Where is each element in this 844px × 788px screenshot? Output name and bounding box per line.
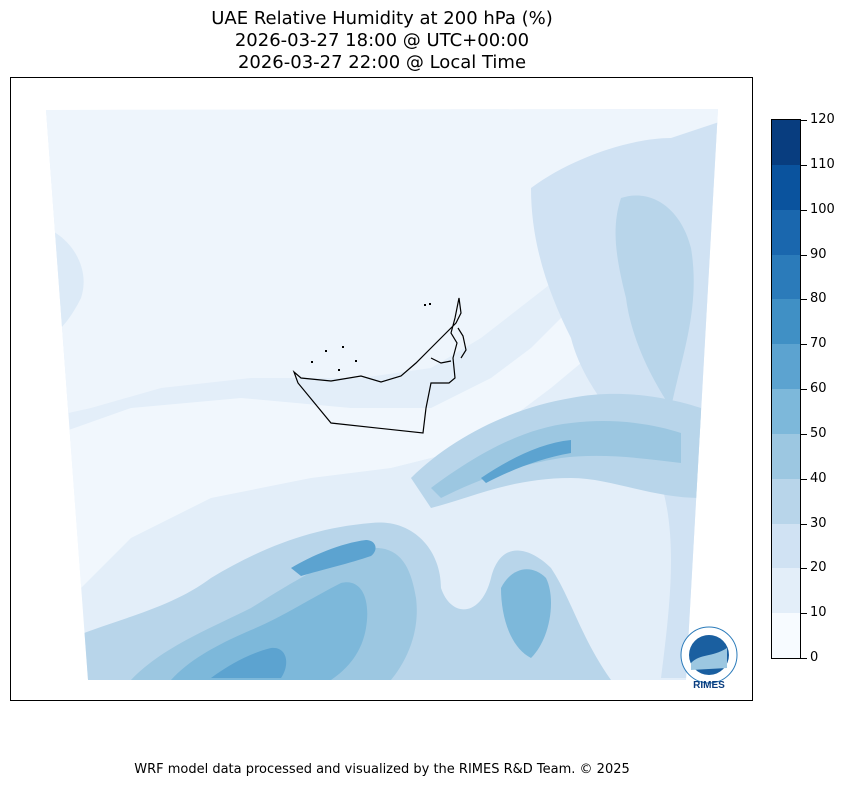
colorbar-tick-label: 70: [810, 336, 827, 352]
colorbar-segment: [772, 433, 800, 479]
colorbar-segment: [772, 164, 800, 210]
colorbar-segment: [772, 343, 800, 389]
colorbar-tick: [801, 433, 807, 435]
chart-subtitle-local: 2026-03-27 22:00 @ Local Time: [237, 52, 527, 73]
colorbar-tick-label: 100: [810, 201, 835, 217]
colorbar-tick-label: 30: [810, 515, 827, 531]
colorbar-tick-label: 20: [810, 560, 827, 576]
colorbar-segment: [772, 388, 800, 434]
colorbar-tick-label: 90: [810, 246, 827, 262]
svg-text:RIMES: RIMES: [693, 680, 725, 691]
colorbar-tick: [801, 389, 807, 390]
colorbar-tick: [801, 613, 807, 615]
colorbar-tick: [801, 344, 807, 346]
colorbar-tick-label: 50: [810, 425, 827, 441]
colorbar-tick-label: 80: [810, 291, 827, 307]
colorbar-segment: [772, 254, 800, 300]
colorbar: [771, 119, 801, 659]
colorbar-tick: [801, 478, 807, 480]
colorbar-tick-label: 40: [810, 470, 827, 486]
colorbar-segment: [772, 209, 800, 255]
colorbar-tick-label: 120: [810, 112, 835, 127]
colorbar-tick-label: 0: [810, 650, 819, 665]
colorbar-tick: [801, 209, 807, 211]
colorbar-segment: [772, 298, 800, 345]
colorbar-tick: [801, 120, 807, 121]
humidity-contours: [46, 109, 718, 680]
colorbar-tick: [801, 299, 807, 301]
colorbar-tick-label: 110: [810, 156, 835, 172]
colorbar-segment: [772, 612, 800, 658]
chart-title: UAE Relative Humidity at 200 hPa (%): [211, 8, 553, 29]
colorbar-segment: [772, 523, 800, 569]
map-panel: RIMES: [10, 77, 753, 701]
colorbar-tick-label: 60: [810, 381, 827, 396]
map-svg: RIMES: [46, 109, 738, 691]
colorbar-segment: [772, 567, 800, 614]
colorbar-tick: [801, 254, 807, 256]
chart-subtitle-utc: 2026-03-27 18:00 @ UTC+00:00: [234, 30, 530, 51]
colorbar-tick: [801, 658, 807, 659]
rimes-logo: RIMES: [680, 626, 738, 691]
colorbar-segment: [772, 119, 800, 165]
colorbar-tick-label: 10: [810, 605, 827, 621]
colorbar-tick: [801, 164, 807, 166]
footer-credit: WRF model data processed and visualized …: [134, 762, 630, 777]
colorbar-tick: [801, 523, 807, 525]
colorbar-tick: [801, 568, 807, 570]
islands: [311, 303, 431, 371]
uae-boundary: [292, 297, 467, 434]
colorbar-segment: [772, 478, 800, 524]
